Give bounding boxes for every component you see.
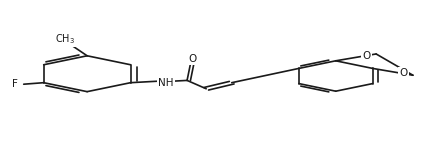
Text: O: O [363, 51, 371, 61]
Text: CH$_3$: CH$_3$ [54, 32, 75, 46]
Text: NH: NH [158, 78, 173, 88]
Text: F: F [12, 79, 18, 89]
Text: O: O [188, 54, 197, 64]
Text: O: O [399, 68, 408, 78]
